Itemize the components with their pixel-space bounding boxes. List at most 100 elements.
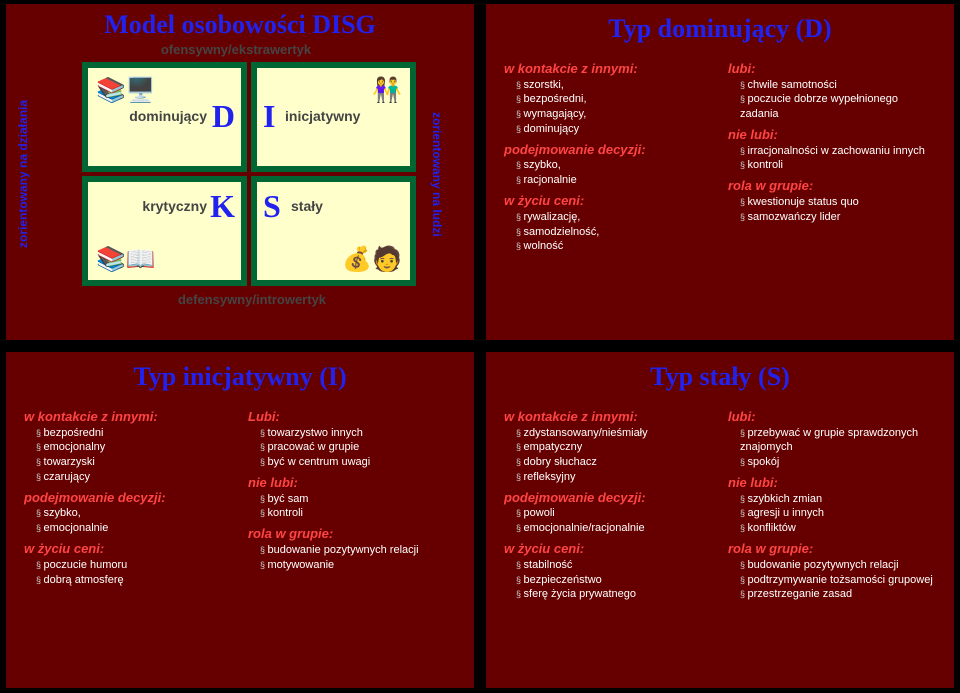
- list-item: szybkich zmian: [740, 492, 936, 507]
- section-heading: w kontakcie z innymi:: [24, 408, 232, 426]
- list-item: powoli: [516, 506, 712, 521]
- list-item: empatyczny: [516, 440, 712, 455]
- slide3-colA: w kontakcie z innymi:bezpośredniemocjona…: [24, 406, 232, 591]
- section-heading: rola w grupie:: [248, 525, 456, 543]
- list-item: emocjonalny: [36, 440, 232, 455]
- gold-icon: 💰🧑: [342, 245, 402, 274]
- list-item: sferę życia prywatnego: [516, 587, 712, 602]
- section-heading: lubi:: [728, 60, 936, 78]
- section-heading: w kontakcie z innymi:: [504, 60, 712, 78]
- list-item: towarzyski: [36, 455, 232, 470]
- cell-k: 📚📖 krytyczny K: [82, 176, 247, 286]
- list-item: samozwańczy lider: [740, 210, 936, 225]
- slide4-colB: lubi:przebywać w grupie sprawdzonych zna…: [728, 406, 936, 606]
- section-heading: nie lubi:: [728, 474, 936, 492]
- list-item: towarzystwo innych: [260, 426, 456, 441]
- list-item: motywowanie: [260, 558, 456, 573]
- list-item: przebywać w grupie sprawdzonych znajomyc…: [740, 426, 936, 456]
- list-item: stabilność: [516, 558, 712, 573]
- section-list: zdystansowany/nieśmiałyempatycznydobry s…: [504, 426, 712, 485]
- section-heading: nie lubi:: [248, 474, 456, 492]
- cell-d-letter: D: [212, 98, 235, 135]
- section-list: przebywać w grupie sprawdzonych znajomyc…: [728, 426, 936, 471]
- list-item: kontroli: [260, 506, 456, 521]
- axis-bottom: defensywny/introwertyk: [82, 292, 422, 307]
- slide3-colB: Lubi:towarzystwo innychpracować w grupie…: [248, 406, 456, 591]
- section-list: być samkontroli: [248, 492, 456, 522]
- section-list: irracjonalności w zachowaniu innychkontr…: [728, 144, 936, 174]
- section-heading: rola w grupie:: [728, 540, 936, 558]
- section-heading: podejmowanie decyzji:: [504, 141, 712, 159]
- list-item: poczucie dobrze wypełnionego zadania: [740, 92, 936, 122]
- slide-d: Typ dominujący (D) w kontakcie z innymi:…: [486, 4, 954, 340]
- list-item: dominujący: [516, 122, 712, 137]
- list-item: dobrą atmosferę: [36, 573, 232, 588]
- section-heading: podejmowanie decyzji:: [504, 489, 712, 507]
- section-list: szybko,emocjonalnie: [24, 506, 232, 536]
- section-heading: podejmowanie decyzji:: [24, 489, 232, 507]
- section-list: szybkich zmianagresji u innychkonfliktów: [728, 492, 936, 537]
- list-item: bezpośredni,: [516, 92, 712, 107]
- axis-left: zorientowany na działania: [16, 74, 30, 274]
- cell-d: 📚🖥️ dominujący D: [82, 62, 247, 172]
- list-item: budowanie pozytywnych relacji: [260, 543, 456, 558]
- section-list: powoliemocjonalnie/racjonalnie: [504, 506, 712, 536]
- list-item: kwestionuje status quo: [740, 195, 936, 210]
- list-item: być sam: [260, 492, 456, 507]
- list-item: kontroli: [740, 158, 936, 173]
- list-item: wymagający,: [516, 107, 712, 122]
- slide2-cols: w kontakcie z innymi:szorstki,bezpośredn…: [486, 50, 954, 266]
- slide-i: Typ inicjatywny (I) w kontakcie z innymi…: [6, 352, 474, 688]
- section-list: poczucie humorudobrą atmosferę: [24, 558, 232, 588]
- slide1-title: Model osobowości DISG: [6, 10, 474, 40]
- list-item: konfliktów: [740, 521, 936, 536]
- section-list: stabilnośćbezpieczeństwosferę życia pryw…: [504, 558, 712, 603]
- cell-d-word: dominujący: [129, 108, 207, 124]
- section-heading: rola w grupie:: [728, 177, 936, 195]
- slide-model: Model osobowości DISG ofensywny/ekstrawe…: [6, 4, 474, 340]
- section-heading: lubi:: [728, 408, 936, 426]
- cell-i-word: inicjatywny: [285, 108, 360, 124]
- slide4-title: Typ stały (S): [486, 362, 954, 392]
- slide-s: Typ stały (S) w kontakcie z innymi:zdyst…: [486, 352, 954, 688]
- list-item: pracować w grupie: [260, 440, 456, 455]
- list-item: szybko,: [516, 158, 712, 173]
- section-heading: w życiu ceni:: [504, 540, 712, 558]
- cell-k-letter: K: [210, 188, 235, 225]
- cell-s-letter: S: [263, 188, 281, 225]
- list-item: dobry słuchacz: [516, 455, 712, 470]
- list-item: bezpieczeństwo: [516, 573, 712, 588]
- list-item: spokój: [740, 455, 936, 470]
- list-item: rywalizację,: [516, 210, 712, 225]
- axis-right: zorientowany na ludzi: [430, 74, 444, 274]
- disg-grid: 📚🖥️ dominujący D I inicjatywny 👫 📚📖 kryt…: [82, 62, 416, 286]
- cell-i-letter: I: [263, 98, 275, 135]
- desk-icon: 📚🖥️: [96, 76, 156, 105]
- list-item: czarujący: [36, 470, 232, 485]
- list-item: refleksyjny: [516, 470, 712, 485]
- list-item: emocjonalnie: [36, 521, 232, 536]
- list-item: agresji u innych: [740, 506, 936, 521]
- section-list: budowanie pozytywnych relacjimotywowanie: [248, 543, 456, 573]
- list-item: racjonalnie: [516, 173, 712, 188]
- section-list: szorstki,bezpośredni,wymagający,dominują…: [504, 78, 712, 137]
- cell-i: I inicjatywny 👫: [251, 62, 416, 172]
- list-item: chwile samotności: [740, 78, 936, 93]
- list-item: budowanie pozytywnych relacji: [740, 558, 936, 573]
- list-item: wolność: [516, 239, 712, 254]
- list-item: szorstki,: [516, 78, 712, 93]
- list-item: irracjonalności w zachowaniu innych: [740, 144, 936, 159]
- list-item: podtrzymywanie tożsamości grupowej: [740, 573, 936, 588]
- section-list: bezpośredniemocjonalnytowarzyskiczarując…: [24, 426, 232, 485]
- section-list: szybko,racjonalnie: [504, 158, 712, 188]
- list-item: poczucie humoru: [36, 558, 232, 573]
- slide2-colB: lubi:chwile samotnościpoczucie dobrze wy…: [728, 58, 936, 258]
- axis-top: ofensywny/ekstrawertyk: [66, 42, 406, 57]
- books-icon: 📚📖: [96, 245, 156, 274]
- list-item: przestrzeganie zasad: [740, 587, 936, 602]
- slide3-title: Typ inicjatywny (I): [6, 362, 474, 392]
- slide4-cols: w kontakcie z innymi:zdystansowany/nieśm…: [486, 398, 954, 614]
- people-icon: 👫: [372, 76, 402, 105]
- cell-k-word: krytyczny: [142, 198, 207, 214]
- list-item: zdystansowany/nieśmiały: [516, 426, 712, 441]
